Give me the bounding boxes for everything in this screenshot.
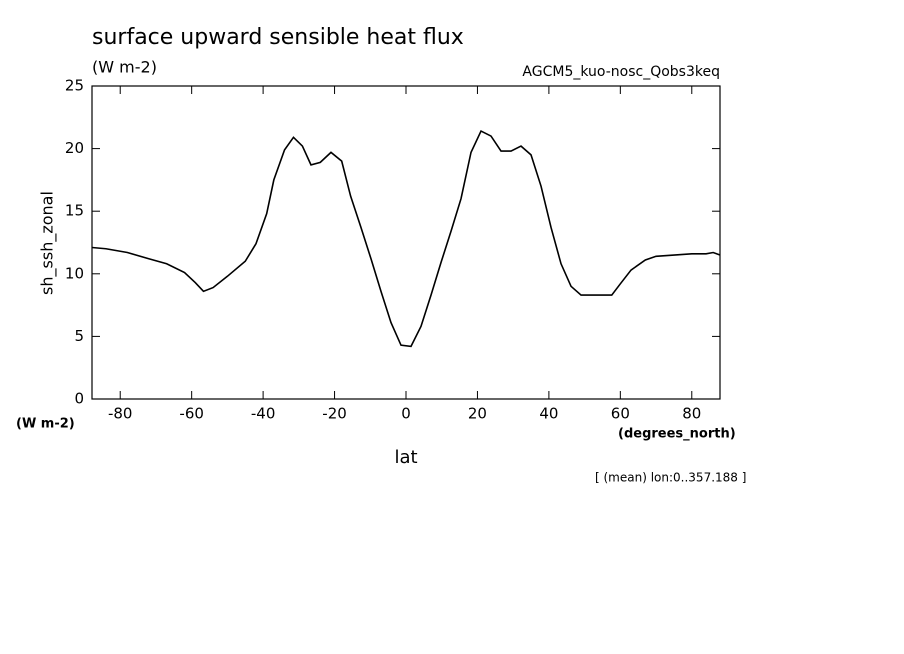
x-tick-label: 80 <box>682 405 701 423</box>
x-tick-label: -20 <box>322 405 347 423</box>
x-tick-label: 40 <box>539 405 558 423</box>
y-axis-title: sh_ssh_zonal <box>38 191 58 295</box>
run-label: AGCM5_kuo-nosc_Qobs3keq <box>522 64 720 80</box>
x-tick-label: 20 <box>468 405 487 423</box>
data-line <box>91 129 721 348</box>
y-units: (W m-2) <box>16 417 75 432</box>
x-tick-label: -80 <box>108 405 133 423</box>
chart-title: surface upward sensible heat flux <box>92 25 464 50</box>
x-axis-title: lat <box>394 447 417 468</box>
y-tick-label: 5 <box>74 327 84 345</box>
y-tick-label: 20 <box>65 139 84 157</box>
x-tick-label: -60 <box>179 405 204 423</box>
x-tick-label: -40 <box>251 405 276 423</box>
y-tick-label: 15 <box>65 202 84 220</box>
x-tick-label: 0 <box>401 405 411 423</box>
x-units: (degrees_north) <box>618 427 736 442</box>
footnote: [ (mean) lon:0..357.188 ] <box>595 471 746 485</box>
y-tick-label: 0 <box>74 390 84 408</box>
plot-frame <box>91 85 721 400</box>
chart-subtitle: (W m-2) <box>92 58 157 77</box>
x-tick-label: 60 <box>611 405 630 423</box>
y-tick-label: 25 <box>65 77 84 95</box>
y-tick-label: 10 <box>65 264 84 282</box>
